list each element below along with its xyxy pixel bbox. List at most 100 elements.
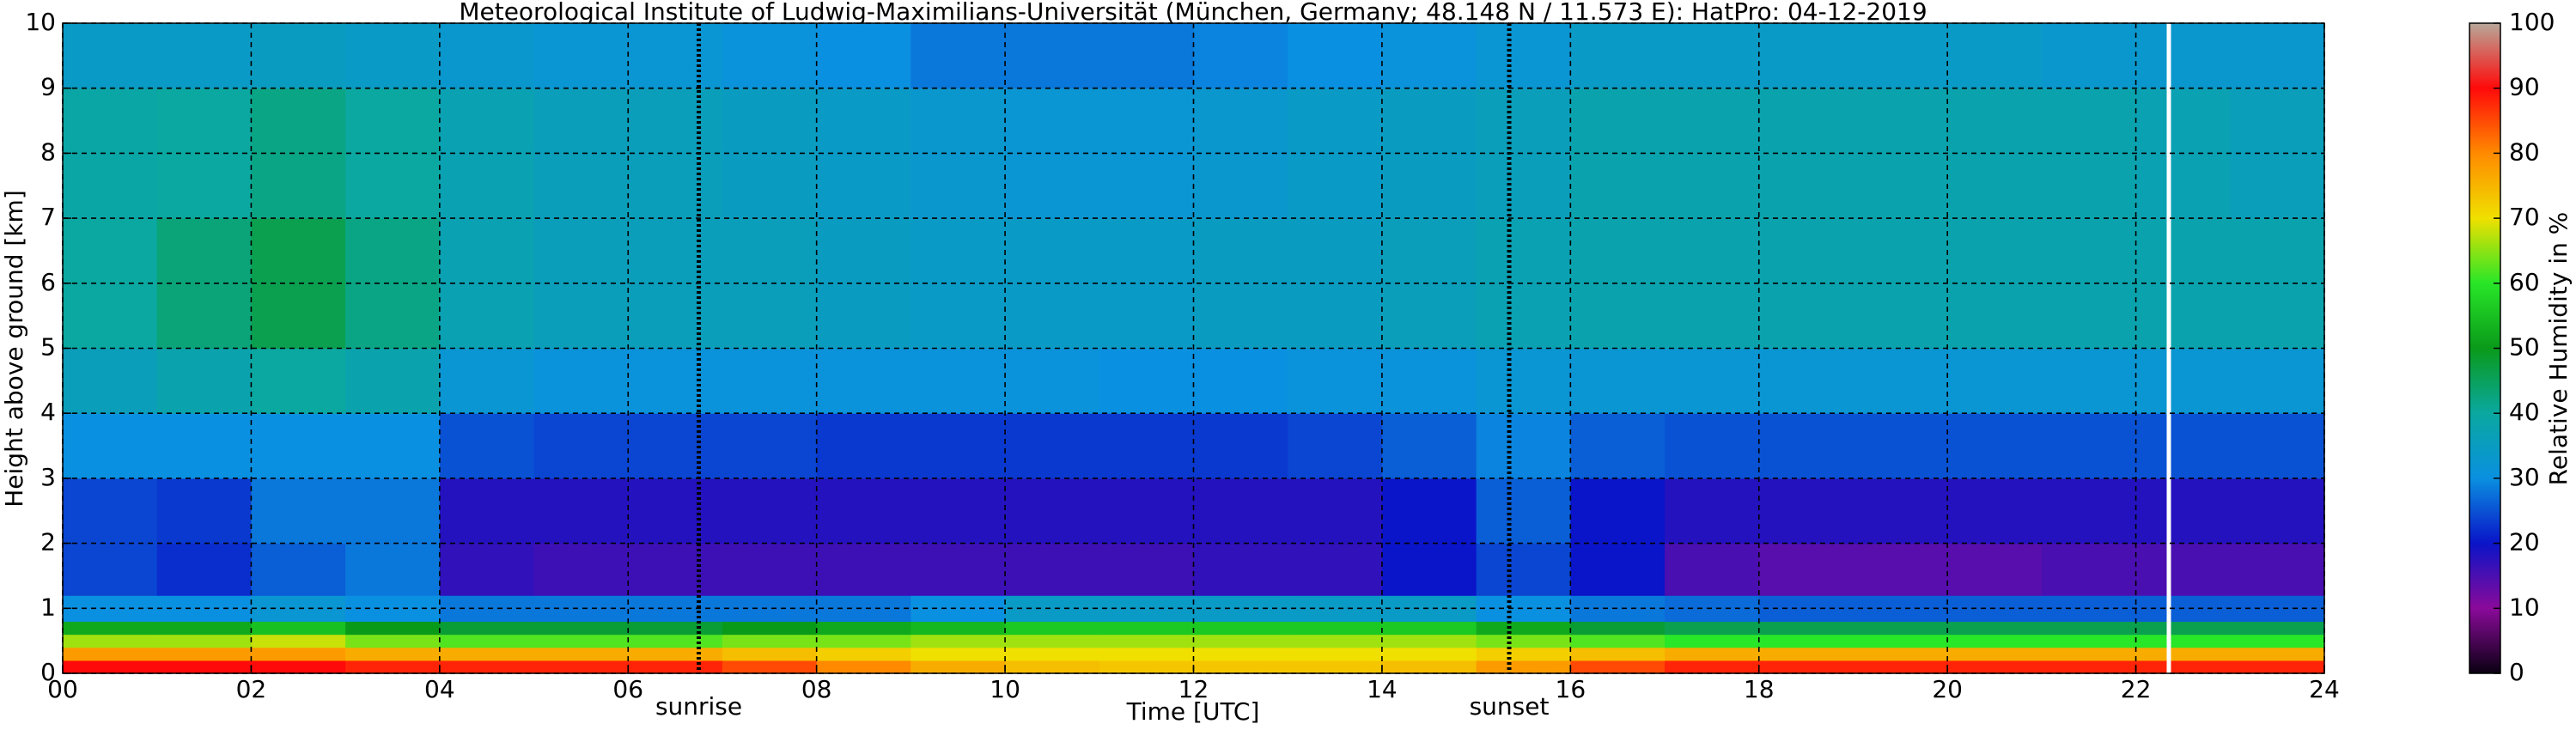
heat-cell	[533, 660, 629, 674]
heat-cell	[1288, 621, 1383, 636]
heat-cell	[533, 23, 629, 89]
colorbar-tick-label: 100	[2509, 8, 2555, 36]
heat-cell	[1381, 413, 1477, 479]
heat-cell	[1665, 543, 1760, 596]
chart-title: Meteorological Institute of Ludwig-Maxim…	[459, 0, 1927, 26]
heat-cell	[251, 413, 346, 479]
colorbar-tick-label: 70	[2509, 203, 2540, 231]
heat-cell	[1570, 478, 1666, 544]
heat-cell	[910, 621, 1006, 636]
heat-cell	[1947, 348, 2043, 414]
heat-cell	[1005, 348, 1100, 414]
heat-cell	[1570, 23, 1666, 89]
heat-cell	[722, 543, 818, 596]
heat-cell	[1288, 23, 1383, 89]
heat-cell	[1005, 660, 1100, 674]
x-tick-label: 24	[2309, 675, 2340, 703]
colorbar-tick-label: 60	[2509, 268, 2540, 296]
heat-cell	[816, 413, 911, 479]
heat-cell	[722, 23, 818, 89]
heat-cell	[63, 23, 158, 89]
heat-cell	[816, 660, 911, 674]
heat-cell	[156, 23, 253, 89]
heat-cell	[63, 634, 158, 648]
x-tick-label: 04	[424, 675, 455, 703]
heat-cell	[1947, 23, 2043, 89]
heat-cell	[1099, 413, 1195, 479]
heat-cell	[1570, 660, 1666, 674]
heat-cell	[1665, 478, 1760, 544]
y-tick-label: 5	[40, 333, 56, 362]
heat-cell	[722, 660, 818, 674]
heat-cell	[156, 348, 253, 414]
heat-cell	[910, 660, 1006, 674]
heat-cell	[1288, 478, 1383, 544]
heat-cell	[1476, 413, 1571, 479]
heat-cell	[1853, 478, 1948, 544]
heat-cell	[1005, 478, 1100, 544]
heat-cell	[63, 647, 158, 661]
heat-cell	[156, 543, 253, 596]
heat-cell	[2041, 478, 2137, 544]
heat-cell	[1381, 621, 1477, 636]
heat-cell	[1665, 634, 1760, 648]
heat-cell	[533, 543, 629, 596]
heat-cell	[63, 660, 158, 674]
heat-cell	[1476, 543, 1571, 596]
heat-cell	[533, 634, 629, 648]
heat-cell	[1288, 543, 1383, 596]
heat-cell	[816, 634, 911, 648]
y-axis-label: Height above ground [km]	[0, 190, 28, 508]
heat-cell	[1665, 413, 1760, 479]
heat-cell	[722, 621, 818, 636]
x-tick-label: 20	[1932, 675, 1963, 703]
heat-cell	[251, 634, 346, 648]
colorbar-tick-label: 0	[2509, 658, 2524, 686]
heat-cell	[2135, 348, 2231, 414]
heat-cell	[251, 647, 346, 661]
heat-cell	[1665, 660, 1760, 674]
heat-cell	[439, 660, 535, 674]
heat-cell	[628, 348, 723, 414]
heat-cell	[1099, 348, 1195, 414]
heat-cell	[1853, 23, 1948, 89]
heat-cell	[2135, 634, 2231, 648]
heat-cell	[2041, 543, 2137, 596]
heat-cell	[1288, 634, 1383, 648]
heat-cell	[1381, 634, 1477, 648]
heat-cell	[1099, 660, 1195, 674]
heat-cell	[628, 647, 723, 661]
heat-cell	[439, 621, 535, 636]
heat-cell	[63, 348, 158, 414]
heat-cell	[439, 647, 535, 661]
heat-cell	[251, 23, 346, 89]
heat-cell	[1005, 543, 1100, 596]
y-tick-label: 7	[40, 203, 56, 231]
x-tick-label: 16	[1556, 675, 1586, 703]
heat-cell	[439, 634, 535, 648]
heat-cell	[533, 348, 629, 414]
colorbar-tick-label: 10	[2509, 593, 2540, 621]
colorbar-label: Relative Humidity in %	[2544, 212, 2573, 486]
heat-cell	[628, 478, 723, 544]
heat-cell	[628, 621, 723, 636]
heat-cell	[2230, 543, 2325, 596]
heat-cell	[1288, 413, 1383, 479]
heat-cell	[1476, 348, 1571, 414]
heat-cell	[1947, 660, 2043, 674]
heat-cell	[2135, 543, 2231, 596]
heat-cell	[722, 478, 818, 544]
heat-cell	[1853, 348, 1948, 414]
x-tick-label: 02	[236, 675, 267, 703]
heat-cell	[1853, 413, 1948, 479]
heat-cell	[2041, 348, 2137, 414]
heat-cell	[1758, 660, 1854, 674]
heat-cell	[628, 23, 723, 89]
y-tick-label: 0	[40, 658, 56, 686]
heat-cell	[156, 413, 253, 479]
heat-cell	[1381, 478, 1477, 544]
heat-cell	[2135, 478, 2231, 544]
heat-cell	[1005, 621, 1100, 636]
heat-cell	[2230, 348, 2325, 414]
heat-cell	[1476, 660, 1571, 674]
